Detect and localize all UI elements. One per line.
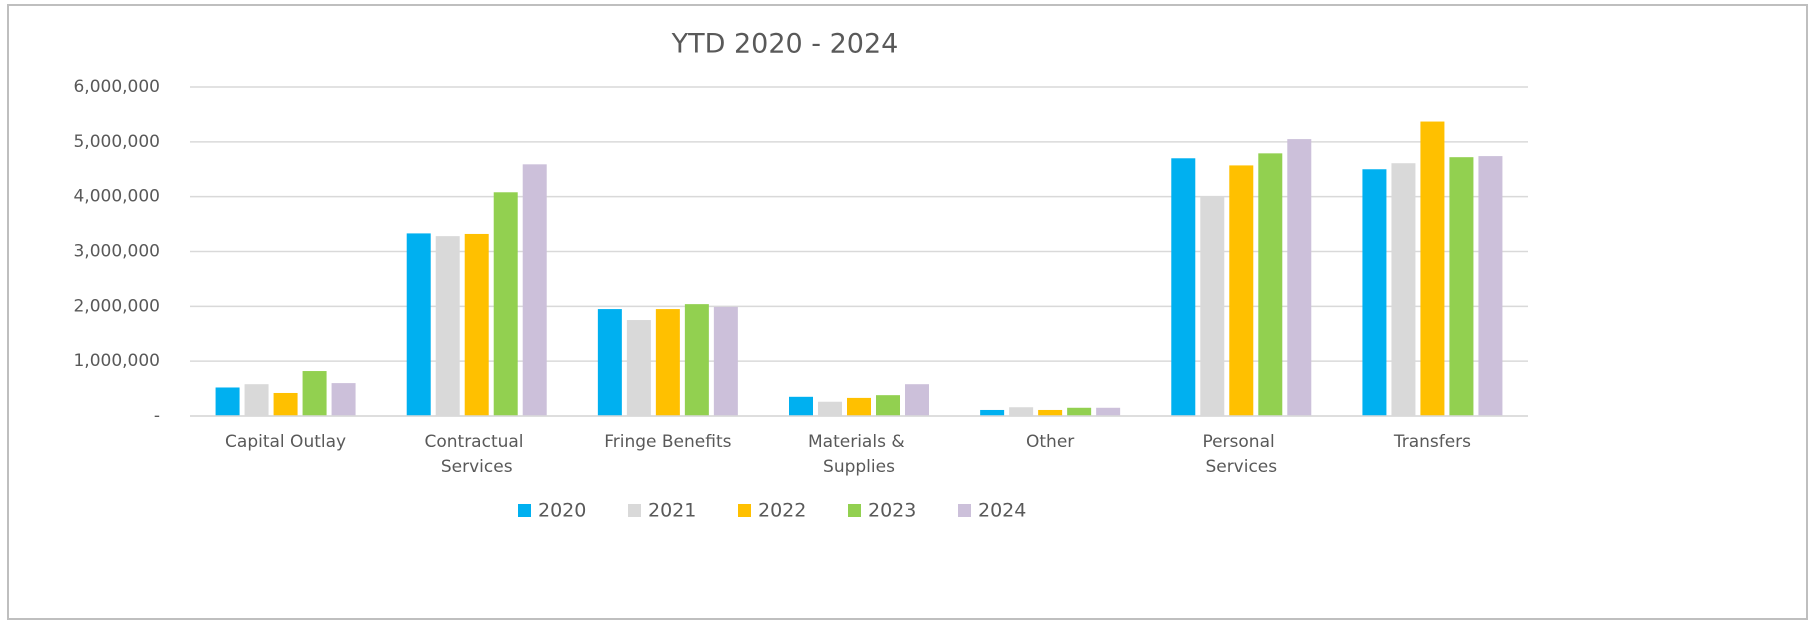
y-tick-label: 4,000,000 [73, 187, 160, 207]
y-tick-label: 6,000,000 [73, 77, 160, 97]
legend-label: 2021 [648, 500, 696, 522]
bar [1096, 407, 1121, 416]
bar [626, 320, 651, 416]
x-tick-label: Materials & Supplies [808, 432, 910, 477]
y-tick-label: 3,000,000 [73, 242, 160, 262]
x-tick-label: Transfers [1393, 432, 1471, 452]
legend-label: 2020 [538, 500, 586, 522]
bar [406, 233, 431, 416]
legend-swatch [738, 504, 751, 517]
bar [1287, 139, 1312, 416]
y-tick-label: - [154, 406, 160, 426]
bar [1038, 409, 1063, 416]
bar [1009, 407, 1034, 416]
bar [1362, 169, 1387, 416]
x-tick-label-line: Services [441, 457, 513, 477]
x-tick-label: Fringe Benefits [604, 432, 731, 452]
x-tick-label: Contractual Services [424, 432, 528, 477]
bar [1258, 153, 1283, 416]
bar [522, 164, 547, 416]
bar [1200, 196, 1225, 416]
bar [876, 395, 900, 416]
bar [655, 309, 680, 416]
legend-label: 2022 [758, 500, 806, 522]
bar [1420, 121, 1445, 417]
legend-swatch [848, 504, 861, 517]
bar [435, 236, 460, 416]
bar [597, 309, 622, 416]
x-tick-label: Capital Outlay [225, 432, 346, 452]
bar [818, 401, 842, 416]
bar [331, 383, 356, 416]
bar [464, 233, 489, 416]
x-tick-label-line: Personal [1202, 432, 1280, 452]
y-tick-label: 5,000,000 [73, 132, 160, 152]
bar [1067, 407, 1092, 416]
bar [847, 397, 871, 416]
chart-frame [7, 4, 1808, 620]
x-tick-label: Other [1026, 432, 1074, 452]
x-tick-label-line: Materials & [808, 432, 910, 452]
bar [215, 387, 240, 416]
bar [1449, 157, 1474, 417]
x-tick-label-line: Services [1205, 457, 1277, 477]
bar [684, 304, 709, 416]
x-tick-label: Personal Services [1202, 432, 1280, 477]
y-tick-label: 1,000,000 [73, 351, 160, 371]
legend-label: 2023 [868, 500, 916, 522]
bar [905, 384, 929, 416]
bar [1229, 165, 1254, 416]
bar [244, 384, 269, 416]
bar [302, 371, 327, 416]
bar [1478, 156, 1503, 416]
legend-swatch [518, 504, 531, 517]
bar [273, 392, 298, 416]
bar [1391, 163, 1416, 416]
bar [980, 409, 1005, 416]
legend-swatch [628, 504, 641, 517]
bar [789, 396, 813, 416]
bar [493, 192, 518, 416]
legend-label: 2024 [978, 500, 1026, 522]
y-tick-label: 2,000,000 [73, 296, 160, 316]
bar [1171, 158, 1196, 417]
x-tick-label-line: Supplies [823, 457, 895, 477]
bar [713, 306, 738, 416]
x-tick-label-line: Contractual [424, 432, 528, 452]
legend-swatch [958, 504, 971, 517]
chart-title: YTD 2020 - 2024 [671, 29, 899, 60]
